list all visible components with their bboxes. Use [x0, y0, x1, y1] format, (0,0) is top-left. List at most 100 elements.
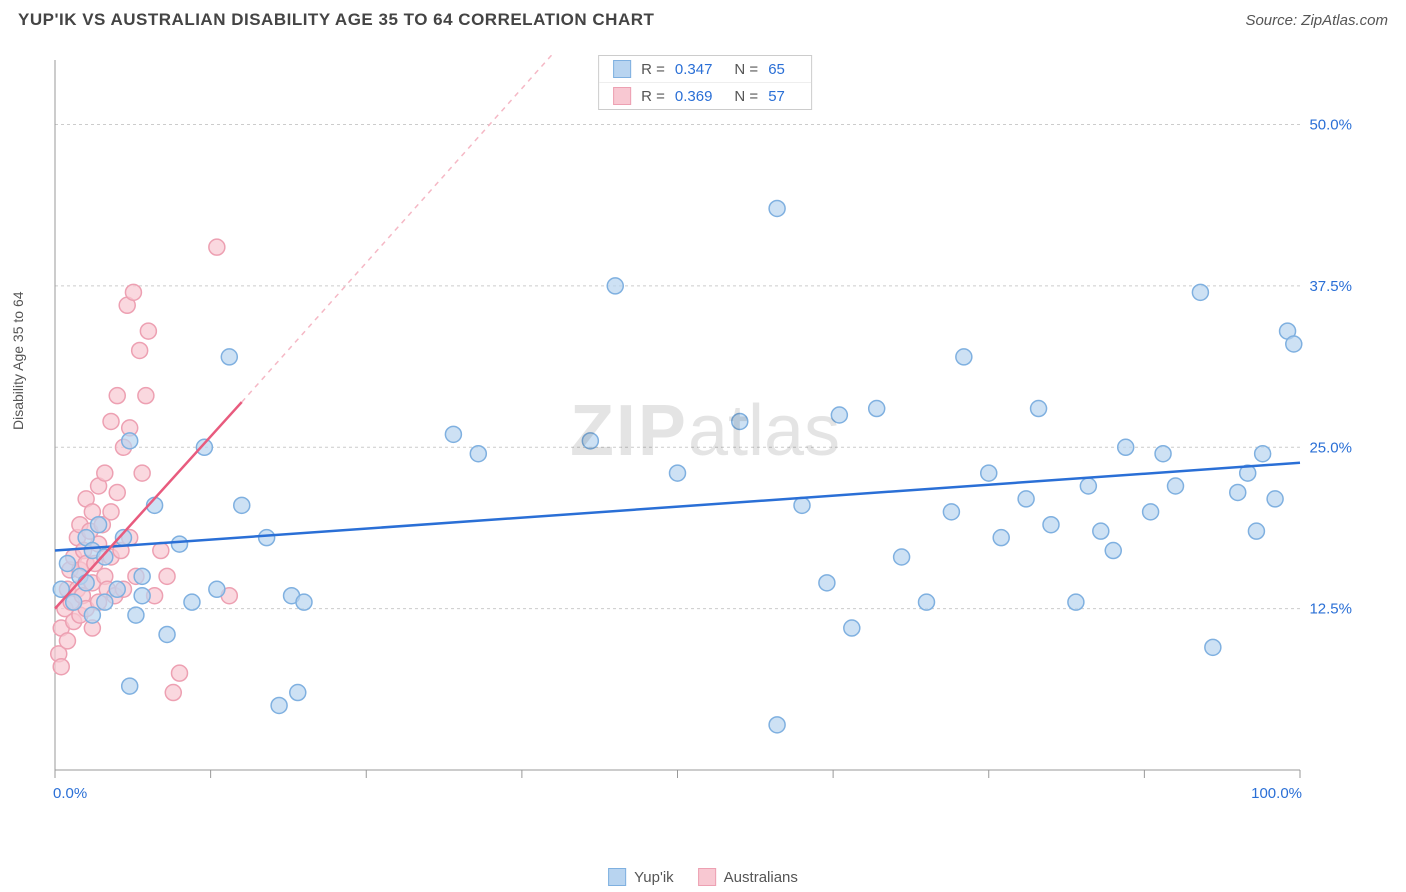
- data-point-blue: [128, 607, 144, 623]
- data-point-pink: [165, 685, 181, 701]
- data-point-blue: [1248, 523, 1264, 539]
- swatch-pink: [613, 87, 631, 105]
- data-point-blue: [184, 594, 200, 610]
- data-point-blue: [209, 581, 225, 597]
- data-point-blue: [84, 607, 100, 623]
- data-point-blue: [1118, 439, 1134, 455]
- data-point-blue: [234, 497, 250, 513]
- data-point-blue: [1080, 478, 1096, 494]
- data-point-pink: [103, 504, 119, 520]
- y-tick-label: 12.5%: [1309, 601, 1352, 618]
- x-tick-label: 100.0%: [1251, 785, 1302, 802]
- data-point-pink: [109, 388, 125, 404]
- chart-title: YUP'IK VS AUSTRALIAN DISABILITY AGE 35 T…: [18, 10, 654, 30]
- data-point-pink: [134, 465, 150, 481]
- data-point-blue: [1205, 639, 1221, 655]
- data-point-pink: [125, 284, 141, 300]
- data-point-blue: [1267, 491, 1283, 507]
- data-point-blue: [981, 465, 997, 481]
- data-point-blue: [1105, 543, 1121, 559]
- legend-item-yupik: Yup'ik: [608, 868, 674, 886]
- data-point-pink: [153, 543, 169, 559]
- legend-label: Australians: [724, 869, 798, 886]
- data-point-pink: [140, 323, 156, 339]
- data-point-pink: [59, 633, 75, 649]
- data-point-blue: [1031, 401, 1047, 417]
- data-point-blue: [732, 413, 748, 429]
- data-point-blue: [1155, 446, 1171, 462]
- r-value: 0.369: [675, 88, 713, 105]
- data-point-blue: [1143, 504, 1159, 520]
- data-point-blue: [59, 555, 75, 571]
- swatch-blue: [608, 868, 626, 886]
- trend-line-pink-dashed: [242, 55, 553, 402]
- data-point-blue: [769, 717, 785, 733]
- data-point-blue: [993, 530, 1009, 546]
- y-tick-label: 50.0%: [1309, 117, 1352, 134]
- data-point-blue: [894, 549, 910, 565]
- data-point-blue: [1018, 491, 1034, 507]
- data-point-blue: [794, 497, 810, 513]
- n-value: 57: [768, 88, 785, 105]
- data-point-blue: [1093, 523, 1109, 539]
- data-point-blue: [844, 620, 860, 636]
- data-point-blue: [1168, 478, 1184, 494]
- data-point-pink: [172, 665, 188, 681]
- data-point-blue: [582, 433, 598, 449]
- data-point-blue: [1043, 517, 1059, 533]
- data-point-blue: [943, 504, 959, 520]
- data-point-pink: [138, 388, 154, 404]
- chart-area: 12.5%25.0%37.5%50.0%0.0%100.0% ZIPatlas …: [50, 55, 1360, 815]
- data-point-blue: [445, 426, 461, 442]
- y-axis-label: Disability Age 35 to 64: [10, 291, 26, 430]
- data-point-blue: [1230, 484, 1246, 500]
- data-point-blue: [296, 594, 312, 610]
- data-point-blue: [290, 685, 306, 701]
- legend-row-pink: R = 0.369 N = 57: [599, 82, 811, 109]
- data-point-blue: [134, 568, 150, 584]
- data-point-blue: [1286, 336, 1302, 352]
- data-point-blue: [221, 349, 237, 365]
- r-label: R =: [641, 88, 665, 105]
- data-point-blue: [769, 200, 785, 216]
- data-point-blue: [819, 575, 835, 591]
- r-value: 0.347: [675, 61, 713, 78]
- data-point-blue: [259, 530, 275, 546]
- data-point-pink: [132, 342, 148, 358]
- data-point-blue: [1255, 446, 1271, 462]
- n-label: N =: [734, 61, 758, 78]
- chart-container: YUP'IK VS AUSTRALIAN DISABILITY AGE 35 T…: [0, 0, 1406, 892]
- scatter-plot: 12.5% 25.0% 37.5% 50.0% 0.0% 100.0%: [50, 55, 1360, 815]
- data-point-blue: [1192, 284, 1208, 300]
- data-point-blue: [956, 349, 972, 365]
- legend-row-blue: R = 0.347 N = 65: [599, 56, 811, 82]
- header: YUP'IK VS AUSTRALIAN DISABILITY AGE 35 T…: [18, 10, 1388, 30]
- data-point-pink: [109, 484, 125, 500]
- swatch-blue: [613, 60, 631, 78]
- data-point-pink: [97, 465, 113, 481]
- correlation-legend: R = 0.347 N = 65 R = 0.369 N = 57: [598, 55, 812, 110]
- y-tick-label: 25.0%: [1309, 439, 1352, 456]
- data-point-blue: [670, 465, 686, 481]
- data-point-blue: [607, 278, 623, 294]
- data-point-blue: [172, 536, 188, 552]
- source-label: Source: ZipAtlas.com: [1245, 12, 1388, 29]
- data-point-pink: [53, 659, 69, 675]
- data-point-blue: [122, 678, 138, 694]
- data-point-blue: [66, 594, 82, 610]
- data-point-pink: [209, 239, 225, 255]
- x-tick-label: 0.0%: [53, 785, 87, 802]
- data-point-blue: [271, 697, 287, 713]
- data-point-blue: [831, 407, 847, 423]
- data-point-blue: [159, 626, 175, 642]
- data-point-blue: [470, 446, 486, 462]
- n-label: N =: [734, 88, 758, 105]
- legend-item-australians: Australians: [698, 868, 798, 886]
- data-point-pink: [103, 413, 119, 429]
- data-point-blue: [97, 549, 113, 565]
- y-tick-label: 37.5%: [1309, 278, 1352, 295]
- r-label: R =: [641, 61, 665, 78]
- swatch-pink: [698, 868, 716, 886]
- data-point-blue: [109, 581, 125, 597]
- data-point-blue: [78, 575, 94, 591]
